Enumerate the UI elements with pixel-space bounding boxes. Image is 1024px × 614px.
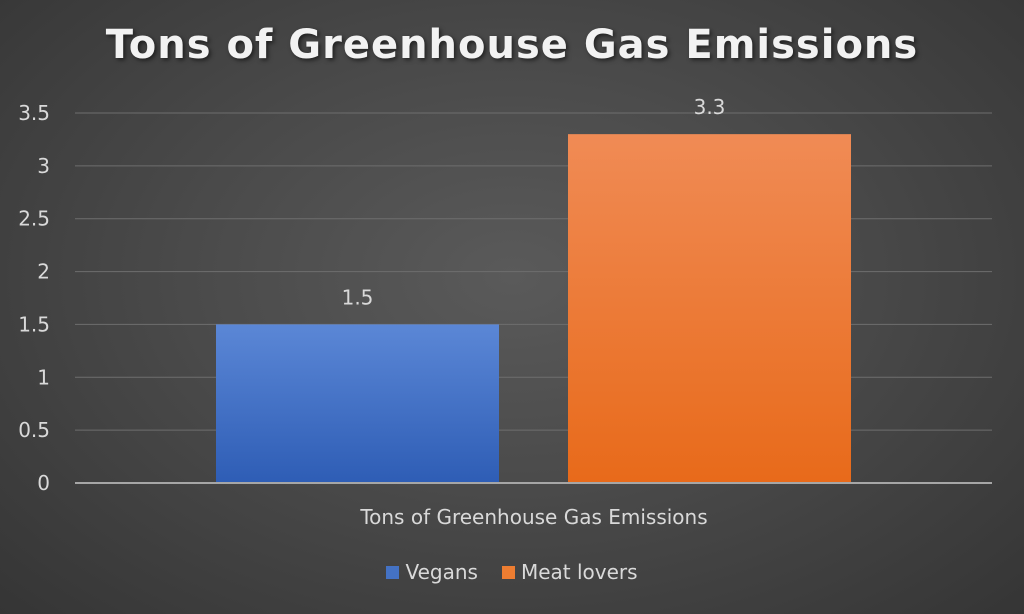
data-label-vegans: 1.5 [342, 285, 374, 309]
y-tick-label: 0.5 [18, 418, 50, 442]
y-tick-label: 2 [37, 260, 50, 284]
legend: Vegans Meat lovers [0, 560, 1024, 584]
y-tick-label: 2.5 [18, 207, 50, 231]
y-tick-label: 0 [37, 471, 50, 495]
bar-meat-lovers [568, 134, 851, 483]
legend-label-vegans: Vegans [405, 560, 478, 584]
legend-item-meat-lovers: Meat lovers [501, 560, 638, 584]
legend-label-meat-lovers: Meat lovers [520, 560, 638, 584]
legend-swatch-vegans [386, 565, 400, 579]
y-tick-label: 3 [37, 154, 50, 178]
y-tick-label: 3.5 [18, 101, 50, 125]
y-tick-label: 1 [37, 365, 50, 389]
legend-swatch-meat-lovers [501, 565, 515, 579]
y-tick-label: 1.5 [18, 312, 50, 336]
data-label-meat-lovers: 3.3 [694, 95, 726, 119]
legend-item-vegans: Vegans [386, 560, 478, 584]
bar-vegans [216, 324, 499, 483]
chart-title: Tons of Greenhouse Gas Emissions [105, 22, 919, 68]
x-category-label: Tons of Greenhouse Gas Emissions [360, 505, 708, 529]
